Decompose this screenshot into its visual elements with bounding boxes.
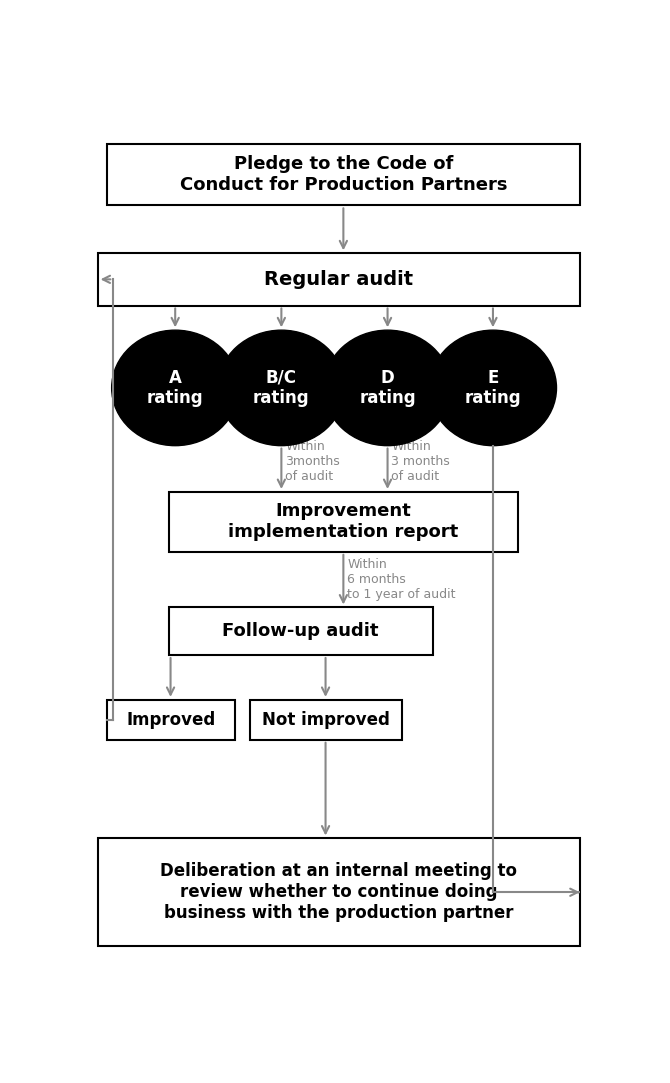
Text: Improvement
implementation report: Improvement implementation report <box>228 503 458 542</box>
Ellipse shape <box>218 330 345 446</box>
FancyBboxPatch shape <box>169 608 433 655</box>
Text: Within
3months
of audit: Within 3months of audit <box>285 440 340 483</box>
Text: Improved: Improved <box>127 710 216 729</box>
FancyBboxPatch shape <box>107 144 580 206</box>
Text: E
rating: E rating <box>464 368 521 407</box>
Text: Within
6 months
to 1 year of audit: Within 6 months to 1 year of audit <box>347 558 456 601</box>
Text: Follow-up audit: Follow-up audit <box>222 623 379 640</box>
Text: Not improved: Not improved <box>262 710 390 729</box>
Text: Pledge to the Code of
Conduct for Production Partners: Pledge to the Code of Conduct for Produc… <box>180 155 507 194</box>
Text: Regular audit: Regular audit <box>264 270 413 289</box>
FancyBboxPatch shape <box>98 253 580 305</box>
Text: Within
3 months
of audit: Within 3 months of audit <box>391 440 450 483</box>
Text: B/C
rating: B/C rating <box>253 368 310 407</box>
FancyBboxPatch shape <box>251 700 401 740</box>
FancyBboxPatch shape <box>98 838 580 947</box>
Text: A
rating: A rating <box>147 368 204 407</box>
FancyBboxPatch shape <box>169 492 518 552</box>
Ellipse shape <box>324 330 451 446</box>
Ellipse shape <box>429 330 557 446</box>
Text: Deliberation at an internal meeting to
review whether to continue doing
business: Deliberation at an internal meeting to r… <box>160 862 517 922</box>
FancyBboxPatch shape <box>107 700 235 740</box>
Text: D
rating: D rating <box>359 368 416 407</box>
Ellipse shape <box>112 330 239 446</box>
